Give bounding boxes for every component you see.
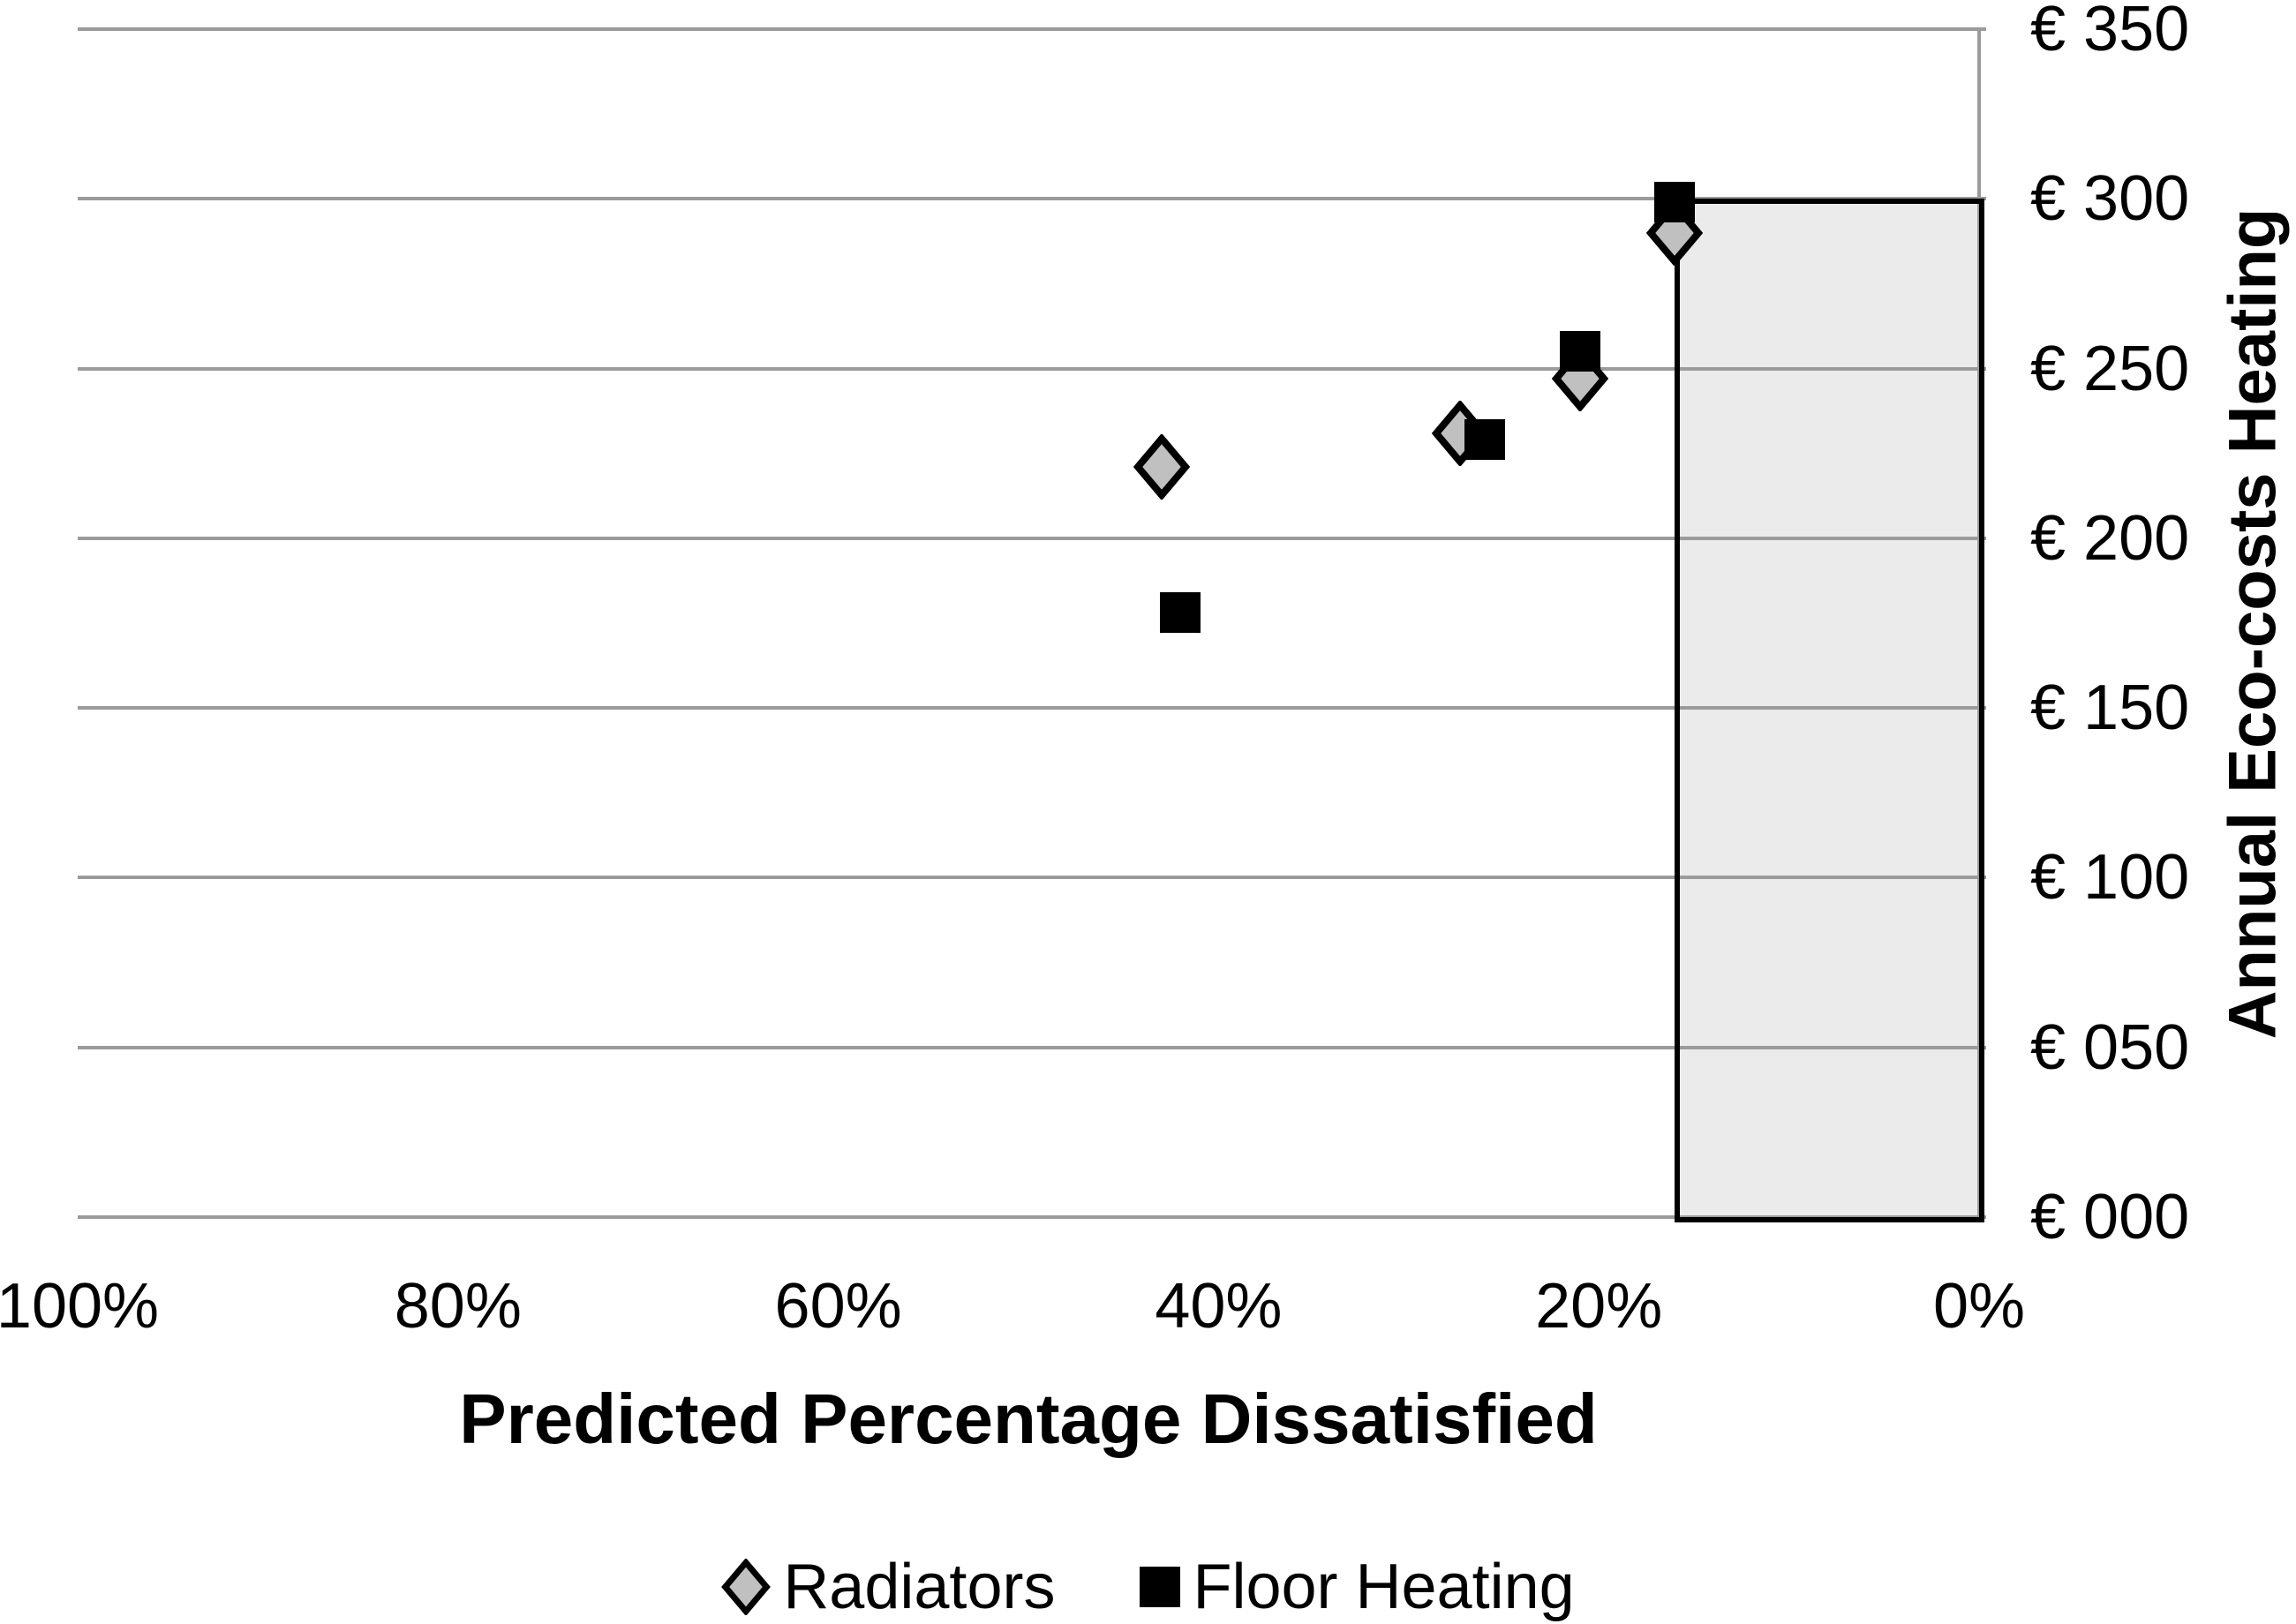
gridline (78, 366, 1986, 371)
gridline (78, 876, 1986, 880)
square-marker-icon (1140, 1567, 1181, 1607)
y-axis-title: Annual Eco-costs Heating (2215, 207, 2291, 1039)
legend-label-floor-heating: Floor Heating (1193, 1552, 1575, 1622)
legend-label-radiators: Radiators (783, 1552, 1056, 1622)
gridline (78, 27, 1986, 31)
gridline (78, 706, 1986, 710)
x-tick-label: 0% (1932, 1271, 2026, 1342)
gridline (78, 1045, 1986, 1049)
x-tick-label: 80% (394, 1271, 522, 1342)
y-tick-label: € 300 (2030, 163, 2190, 235)
legend: Radiators Floor Heating (0, 1534, 2296, 1624)
data-point-floor-heating (1464, 419, 1505, 461)
legend-item-radiators: Radiators (721, 1551, 1055, 1623)
diamond-marker-icon (721, 1559, 772, 1615)
y-tick-label: € 100 (2030, 842, 2190, 914)
data-point-radiators (1133, 434, 1190, 500)
y-tick-label: € 350 (2030, 0, 2190, 64)
y-tick-label: € 000 (2030, 1182, 2190, 1252)
x-tick-label: 40% (1155, 1271, 1283, 1342)
legend-item-floor-heating: Floor Heating (1140, 1551, 1575, 1623)
data-point-floor-heating (1559, 331, 1600, 372)
x-tick-label: 100% (0, 1271, 160, 1342)
x-tick-label: 20% (1535, 1271, 1663, 1342)
gridline (78, 197, 1986, 201)
y-axis-title-box: Annual Eco-costs Heating (2204, 29, 2296, 1217)
y-tick-label: € 200 (2030, 502, 2190, 574)
x-axis-title: Predicted Percentage Dissatisfied (459, 1380, 1598, 1458)
comfort-region-border (1675, 199, 1984, 1222)
y-tick-label: € 150 (2030, 673, 2190, 744)
data-point-floor-heating (1654, 182, 1696, 223)
data-point-floor-heating (1160, 592, 1201, 634)
y-tick-label: € 250 (2030, 333, 2190, 404)
y-tick-label: € 050 (2030, 1011, 2190, 1083)
gridline (78, 536, 1986, 540)
x-tick-label: 60% (774, 1271, 902, 1342)
gridline (78, 1215, 1986, 1219)
